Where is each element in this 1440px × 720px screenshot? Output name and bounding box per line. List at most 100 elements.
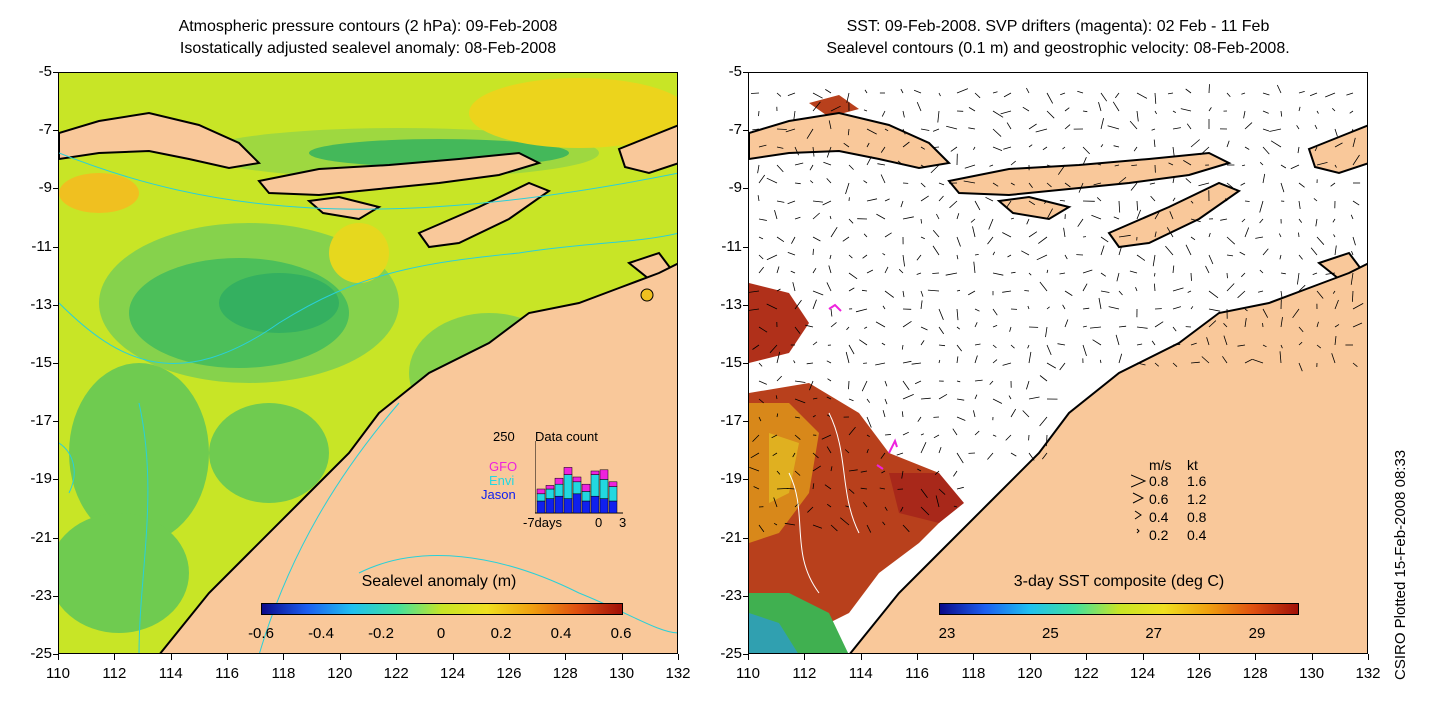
velocity-arrow — [812, 212, 820, 220]
velocity-arrow — [1154, 362, 1159, 367]
velocity-arrow — [1190, 306, 1194, 310]
lat-tick-label: -5 — [38, 63, 52, 80]
velocity-arrow — [1180, 108, 1192, 112]
velocity-arrow — [830, 322, 837, 328]
velocity-arrow — [1316, 290, 1324, 299]
velocity-arrow — [1118, 234, 1131, 238]
velocity-arrow — [1262, 308, 1269, 318]
velocity-arrow — [881, 470, 886, 474]
velocity-arrow — [826, 178, 832, 184]
velocity-arrow — [1036, 254, 1048, 261]
velocity-arrow — [1332, 218, 1336, 223]
lon-tick-label: 116 — [905, 665, 930, 682]
velocity-arrow — [771, 434, 778, 439]
legend-row-kt: 1.2 — [1187, 491, 1207, 507]
lon-tick-label: 118 — [271, 665, 296, 682]
velocity-arrow — [953, 505, 958, 508]
velocity-arrow — [1057, 164, 1066, 175]
velocity-arrow — [822, 200, 832, 206]
axis-tick — [114, 654, 116, 660]
velocity-arrow — [1208, 320, 1217, 328]
velocity-arrow — [972, 226, 976, 238]
axis-tick — [743, 363, 748, 364]
velocity-arrow — [1168, 162, 1174, 166]
velocity-arrow — [920, 488, 928, 499]
velocity-arrow — [1172, 265, 1175, 274]
velocity-arrow — [974, 430, 980, 436]
inset-bar-segment — [554, 483, 564, 497]
velocity-arrow — [1334, 336, 1337, 346]
velocity-arrow — [844, 449, 850, 454]
velocity-arrow — [1028, 200, 1036, 206]
velocity-arrow — [794, 299, 802, 310]
velocity-arrow — [1028, 182, 1033, 189]
velocity-arrow — [1222, 356, 1228, 364]
velocity-arrow — [992, 272, 1004, 276]
velocity-arrow — [974, 200, 981, 211]
velocity-arrow — [1062, 146, 1066, 150]
velocity-arrow — [776, 288, 781, 292]
velocity-arrow — [1226, 140, 1230, 148]
inset-bars — [535, 441, 623, 514]
velocity-arrow — [1022, 106, 1030, 112]
velocity-arrow — [920, 218, 922, 224]
velocity-arrow — [1114, 164, 1120, 167]
velocity-arrow — [916, 254, 922, 261]
lon-tick-label: 126 — [496, 665, 522, 682]
velocity-arrow — [1201, 356, 1210, 364]
velocity-arrow — [1059, 362, 1066, 371]
velocity-arrow — [1118, 200, 1121, 213]
velocity-arrow — [812, 290, 824, 296]
inset-gfo-label: GFO — [489, 459, 518, 474]
velocity-arrow — [1064, 182, 1071, 188]
velocity-arrow — [1190, 218, 1201, 223]
velocity-arrow — [1002, 232, 1012, 238]
velocity-arrow — [1118, 353, 1123, 364]
velocity-arrow — [968, 290, 976, 296]
velocity-arrow — [1154, 92, 1157, 104]
velocity-arrow — [956, 356, 959, 364]
lon-tick-label: 120 — [327, 665, 353, 682]
velocity-arrow — [934, 470, 940, 475]
velocity-arrow — [1298, 106, 1301, 112]
velocity-arrow — [848, 426, 856, 436]
velocity-arrow — [1093, 182, 1102, 186]
velocity-arrow — [1027, 344, 1030, 349]
inset-max-label: 250 — [493, 429, 515, 444]
velocity-arrow — [1005, 434, 1012, 441]
velocity-arrow — [956, 289, 961, 292]
velocity-arrow — [1252, 358, 1264, 364]
velocity-arrow — [1187, 290, 1192, 293]
velocity-arrow — [1118, 325, 1127, 328]
velocity-arrow — [1010, 344, 1015, 349]
inset-x-zero: 0 — [595, 515, 603, 530]
velocity-arrow — [1244, 308, 1248, 312]
velocity-arrow — [920, 182, 926, 188]
velocity-arrow — [992, 434, 997, 437]
velocity-arrow — [968, 127, 976, 130]
inset-bar-segment — [536, 488, 546, 495]
velocity-arrow — [750, 452, 760, 459]
velocity-arrow — [916, 272, 922, 275]
velocity-arrow — [1279, 351, 1282, 364]
velocity-arrow — [901, 411, 904, 418]
velocity-arrow — [1100, 144, 1104, 148]
velocity-arrow — [758, 524, 765, 533]
velocity-arrow — [1257, 290, 1264, 293]
axis-tick — [1029, 654, 1031, 660]
velocity-arrow — [953, 470, 958, 477]
velocity-arrow — [821, 434, 832, 440]
velocity-arrow — [956, 380, 961, 383]
velocity-arrow — [776, 164, 784, 173]
velocity-arrow — [974, 92, 981, 99]
velocity-arrow — [776, 236, 785, 243]
velocity-arrow — [1259, 162, 1264, 166]
velocity-arrow — [1244, 146, 1250, 150]
velocity-arrow — [752, 344, 760, 350]
velocity-arrow — [1262, 110, 1269, 114]
velocity-arrow — [794, 146, 799, 156]
axis-tick — [58, 654, 59, 660]
velocity-arrow — [1028, 272, 1032, 276]
velocity-arrow — [1035, 128, 1048, 133]
velocity-arrow — [938, 195, 944, 202]
